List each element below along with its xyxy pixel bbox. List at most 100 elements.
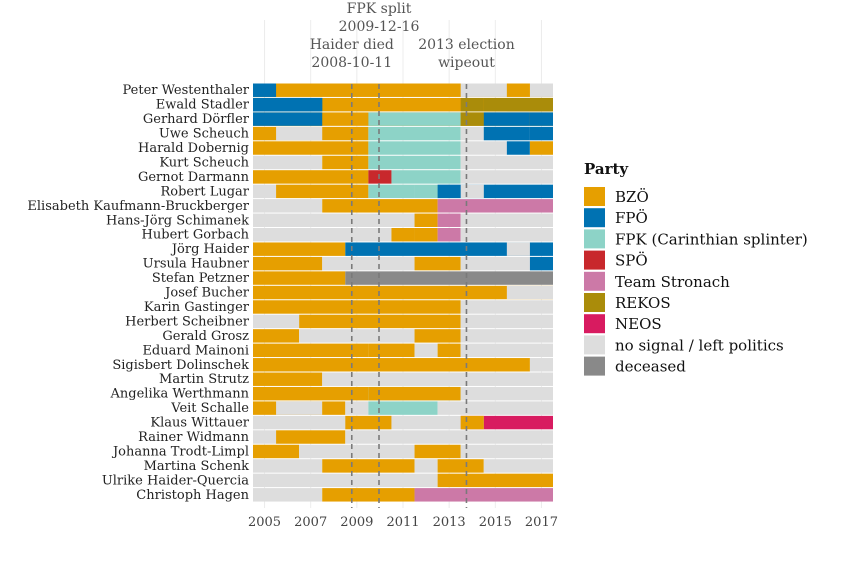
bar-segment bbox=[253, 358, 530, 372]
bar-segment bbox=[253, 271, 346, 285]
legend-label: deceased bbox=[615, 358, 686, 376]
bar-segment bbox=[414, 256, 461, 271]
bar-segment bbox=[322, 155, 369, 170]
bar-segment bbox=[460, 444, 553, 459]
bar-segment bbox=[322, 401, 346, 415]
bar-segment bbox=[253, 228, 392, 242]
bar-segment bbox=[253, 155, 323, 170]
bar-segment bbox=[460, 300, 553, 314]
row-label: Jörg Haider bbox=[170, 242, 250, 257]
bar-segment bbox=[529, 126, 553, 141]
bar-segment bbox=[529, 112, 553, 126]
row-label: Elisabeth Kaufmann-Bruckberger bbox=[27, 199, 249, 214]
bar-segment bbox=[368, 170, 392, 184]
bar-segment bbox=[437, 213, 461, 227]
bar-segment bbox=[253, 459, 323, 473]
bar-segment bbox=[368, 401, 438, 415]
bar-segment bbox=[460, 184, 484, 199]
row-label: Peter Westenthaler bbox=[123, 83, 250, 98]
bar-segment bbox=[253, 329, 300, 343]
x-tick-label: 2007 bbox=[294, 515, 327, 530]
row-label: Ewald Stadler bbox=[156, 98, 250, 113]
bar-segment bbox=[345, 430, 553, 444]
event-annotation: Haider died bbox=[310, 37, 394, 53]
bar-segment bbox=[414, 213, 438, 227]
row-label: Hubert Gorbach bbox=[142, 228, 250, 243]
x-tick-label: 2011 bbox=[386, 515, 419, 530]
row-label: Klaus Wittauer bbox=[150, 416, 249, 431]
event-annotation: FPK split bbox=[347, 1, 412, 17]
legend-swatch bbox=[584, 187, 605, 206]
bar-segment bbox=[345, 242, 553, 256]
row-label: Kurt Scheuch bbox=[159, 155, 249, 170]
x-tick-label: 2005 bbox=[248, 515, 281, 530]
legend-swatch bbox=[584, 314, 605, 334]
bar-segment bbox=[368, 343, 415, 358]
legend-label: SPÖ bbox=[615, 252, 648, 270]
bar-segment bbox=[460, 314, 553, 329]
bar-segment bbox=[460, 415, 484, 430]
bar-segment bbox=[253, 199, 323, 213]
legend-swatch bbox=[584, 271, 605, 291]
bar-segment bbox=[322, 256, 415, 271]
bar-segment bbox=[345, 401, 369, 415]
bar-segment bbox=[414, 488, 553, 502]
bar-segment bbox=[253, 488, 323, 502]
row-label: Stefan Petzner bbox=[152, 271, 250, 286]
event-annotation: 2013 election bbox=[418, 37, 515, 53]
bar-segment bbox=[483, 126, 530, 141]
row-label: Josef Bucher bbox=[163, 286, 250, 301]
bar-segment bbox=[506, 97, 553, 112]
legend-swatch bbox=[584, 229, 605, 249]
bar-segment bbox=[253, 141, 369, 155]
legend-label: BZÖ bbox=[615, 188, 649, 206]
bar-segment bbox=[253, 83, 553, 97]
legend: Party BZÖ FPÖ FPK (Carinthian splinter) SPÖ T… bbox=[584, 160, 808, 376]
bar-segment bbox=[414, 329, 461, 343]
bar-segment bbox=[460, 256, 530, 271]
row-label: Martin Strutz bbox=[159, 372, 249, 387]
legend-label: FPK (Carinthian splinter) bbox=[615, 230, 808, 248]
row-label: Herbert Scheibner bbox=[125, 314, 250, 329]
row-label: Ursula Haubner bbox=[143, 257, 250, 272]
bar-segment bbox=[529, 358, 553, 372]
bar-segment bbox=[483, 459, 553, 473]
bar-segment bbox=[460, 141, 507, 155]
bar-segment bbox=[253, 430, 277, 444]
bar-segment bbox=[414, 444, 461, 459]
bar-segment bbox=[322, 488, 415, 502]
bar-segment bbox=[460, 386, 553, 401]
legend-label: REKOS bbox=[615, 294, 671, 312]
legend-swatch bbox=[584, 356, 605, 376]
bar-segment bbox=[506, 141, 530, 155]
row-label: Christoph Hagen bbox=[136, 488, 249, 503]
bar-segment bbox=[253, 444, 300, 459]
bar-segment bbox=[460, 83, 507, 97]
bar-segment bbox=[391, 170, 461, 184]
row-label: Ulrike Haider-Quercia bbox=[102, 473, 249, 488]
bar-segment bbox=[322, 459, 415, 473]
bar-segment bbox=[437, 199, 553, 213]
bar-segment bbox=[391, 415, 461, 430]
bar-segment bbox=[437, 343, 461, 358]
bar-segment bbox=[253, 314, 300, 329]
bar-segment bbox=[460, 97, 484, 112]
bar-segment bbox=[253, 112, 323, 126]
legend-label: FPÖ bbox=[615, 209, 648, 227]
legend-label: no signal / left politics bbox=[615, 336, 784, 354]
legend-title: Party bbox=[584, 160, 629, 178]
bar-segment bbox=[483, 184, 553, 199]
bar-segment bbox=[253, 83, 277, 97]
bar-segment bbox=[276, 430, 346, 444]
row-label: Hans-Jörg Schimanek bbox=[106, 213, 249, 228]
bar-segment bbox=[345, 271, 553, 285]
x-tick-label: 2017 bbox=[525, 515, 558, 530]
row-label: Gerhard Dörfler bbox=[143, 112, 250, 127]
bar-segment bbox=[253, 170, 369, 184]
bar-segment bbox=[506, 242, 530, 256]
row-label: Angelika Werthmann bbox=[110, 387, 250, 402]
timeline-bars bbox=[253, 83, 553, 502]
bar-segment bbox=[368, 184, 415, 199]
bar-segment bbox=[253, 386, 369, 401]
